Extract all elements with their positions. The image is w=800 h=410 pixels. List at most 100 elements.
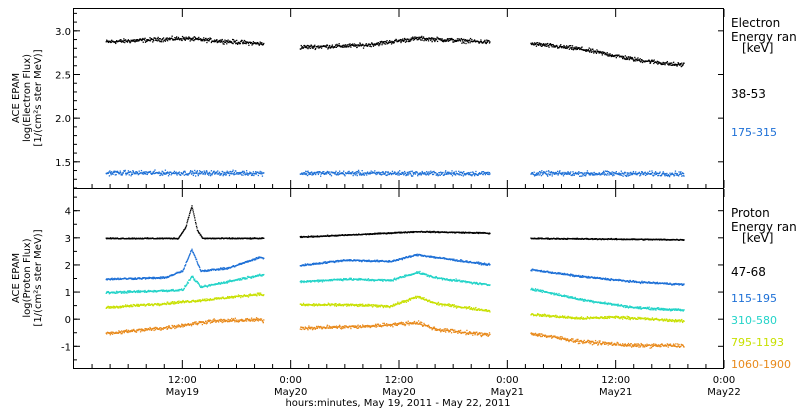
data-point [141,39,143,42]
data-point [627,58,629,60]
data-point [539,270,542,273]
data-point [459,173,461,176]
data-point [431,173,434,176]
data-point [209,175,212,177]
data-point [403,257,406,260]
data-point [306,171,308,173]
data-point [486,264,488,267]
data-point [211,173,213,175]
data-point [375,172,377,175]
data-point [246,261,248,263]
data-point [657,61,659,63]
data-point [215,39,218,42]
data-point [257,274,259,276]
data-point [335,44,337,47]
data-point [301,47,303,49]
data-point [359,174,361,176]
data-point [429,256,431,258]
data-point [136,38,139,41]
data-point [175,37,177,39]
data-point [233,174,235,176]
data-point [192,275,194,278]
data-point [591,174,594,176]
data-point [194,257,197,259]
data-point [445,172,448,174]
data-point [548,46,550,48]
data-point [542,270,544,272]
data-point [586,276,588,278]
data-point [668,175,671,178]
data-point [553,173,556,175]
data-point [412,230,414,233]
data-point [143,38,145,40]
data-point [427,38,429,41]
data-point [189,279,191,281]
data-point [203,270,205,273]
data-point [581,172,583,174]
data-point [571,174,573,177]
data-point [337,260,339,262]
data-point [683,239,685,241]
data-point [185,36,187,38]
data-point [249,172,251,175]
data-point [134,41,136,43]
data-point [164,169,167,171]
data-point [412,173,415,175]
data-point [179,235,181,238]
data-point [261,42,263,44]
data-point [171,289,174,292]
data-point [638,171,640,174]
data-point [541,172,543,174]
data-point [112,237,115,239]
data-point [208,40,210,42]
data-point [332,46,334,48]
data-point [463,42,465,44]
data-point [193,172,195,174]
data-point [227,172,229,174]
data-point [453,231,455,233]
data-point [465,260,467,262]
data-point [196,38,199,40]
data-point [602,52,604,55]
electron-panel-frame [73,8,724,189]
data-point [657,172,659,175]
data-point [250,42,252,44]
data-point [131,238,133,240]
data-point [410,256,412,258]
data-point [550,271,552,274]
electron-legend-title2: Energy ran [731,30,797,44]
data-point [373,233,376,235]
data-point [190,249,193,252]
data-point [571,45,574,47]
data-point [536,43,538,46]
data-point [241,170,244,173]
data-point [347,260,349,262]
data-point [585,49,588,51]
data-point [448,171,450,173]
data-point [560,272,562,274]
data-point [385,41,388,44]
data-point [581,275,584,277]
data-point [668,64,670,66]
data-point [621,57,624,60]
data-point [420,39,422,41]
data-point [422,37,424,39]
data-point [166,40,169,42]
data-point [227,267,230,270]
data-point [547,271,550,273]
data-point [245,42,247,44]
data-point [258,275,260,277]
data-point [200,172,202,175]
data-point [111,171,113,173]
data-point [660,63,663,66]
data-point [399,38,402,41]
data-point [610,55,612,58]
data-point [457,40,459,42]
data-point [358,45,360,47]
data-point [399,232,402,234]
data-point [449,37,451,40]
data-point [210,173,212,175]
data-point [319,171,321,173]
data-point [219,41,221,43]
data-point [130,277,133,279]
